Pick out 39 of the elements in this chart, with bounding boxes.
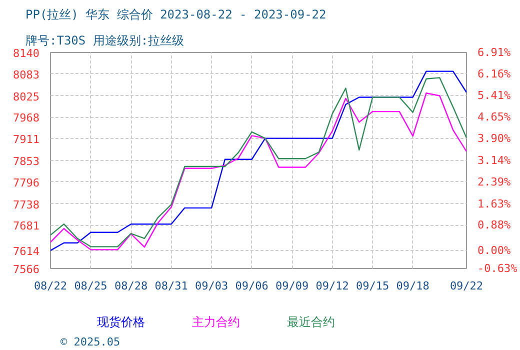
- y-tick-label: 7853: [13, 155, 40, 168]
- y2-tick-label: 6.16%: [478, 67, 511, 80]
- x-tick-label: 09/06: [235, 280, 268, 292]
- x-tick-label: 08/28: [114, 280, 148, 292]
- x-tick-label: 08/25: [74, 280, 108, 292]
- y-tick-label: 7681: [13, 220, 40, 233]
- text: © 2025.05: [60, 336, 120, 348]
- y2-tick-label: 3.14%: [478, 154, 511, 167]
- y2-tick-label: -0.63%: [478, 262, 518, 275]
- x-tick-label: 09/18: [396, 280, 430, 292]
- y2-tick-label: 6.91%: [478, 46, 511, 59]
- y-tick-label: 7614: [13, 244, 40, 258]
- x-tick-label: 09/03: [194, 280, 228, 292]
- y-tick-label: 7911: [13, 133, 40, 146]
- x-tick-label: 08/22: [34, 280, 68, 292]
- text: 现货价格: [97, 314, 145, 330]
- x-tick-label: 09/09: [275, 280, 309, 292]
- y-tick-label: 7566: [13, 263, 40, 276]
- y2-tick-label: 3.90%: [478, 132, 511, 146]
- x-tick-label: 09/22: [450, 280, 484, 292]
- y-tick-label: 8025: [13, 90, 40, 104]
- chart-subtitle: 牌号:T30S 用途级别:拉丝级: [26, 34, 184, 48]
- x-tick-label: 08/31: [154, 280, 188, 292]
- x-tick-label: 09/12: [316, 280, 349, 292]
- text: 主力合约: [192, 314, 240, 330]
- y2-tick-label: 1.63%: [478, 197, 511, 210]
- y-tick-label: 8083: [13, 68, 40, 82]
- y2-tick-label: 0.88%: [478, 218, 511, 232]
- y-tick-label: 7968: [13, 112, 40, 125]
- y-tick-label: 7796: [13, 176, 40, 190]
- y2-tick-label: 4.65%: [478, 110, 511, 124]
- y-tick-label: 7738: [13, 198, 40, 212]
- chart-title: PP(拉丝) 华东 综合价 2023-08-22 - 2023-09-22: [26, 8, 326, 22]
- text: 最近合约: [287, 314, 335, 330]
- y2-tick-label: 0.00%: [478, 244, 511, 257]
- x-tick-label: 09/15: [356, 280, 390, 292]
- y-tick-label: 8140: [13, 47, 40, 60]
- y2-tick-label: 5.41%: [478, 88, 511, 102]
- y2-tick-label: 2.39%: [478, 175, 511, 188]
